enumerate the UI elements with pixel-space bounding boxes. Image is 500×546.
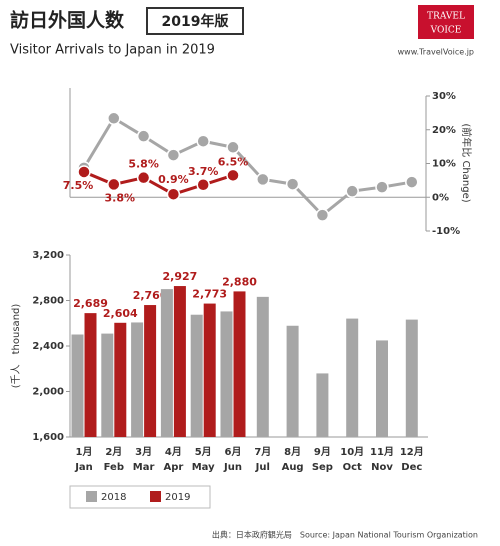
x-tick-label: 2月 [105, 446, 122, 458]
bar [286, 325, 299, 437]
legend-label: 2018 [101, 492, 126, 503]
bar [316, 373, 329, 437]
data-label: 7.5% [63, 179, 94, 192]
data-label: 5.8% [128, 158, 159, 171]
source: 出典：日本政府観光局 Source: Japan National Touris… [212, 530, 478, 540]
logo [418, 5, 474, 39]
point [256, 172, 270, 187]
x-tick-label: May [192, 462, 215, 473]
x-tick-label: Nov [371, 462, 393, 473]
x-tick-label: 7月 [254, 446, 271, 458]
point [166, 187, 181, 201]
badge: 2019年版 [162, 13, 229, 30]
legend-box [69, 485, 211, 509]
data-label: 2,880 [222, 275, 257, 288]
legend-swatch [86, 491, 97, 502]
point [375, 180, 389, 194]
bar [233, 291, 246, 437]
x-tick-label: Oct [343, 462, 362, 473]
y-tick-label: 10% [432, 159, 456, 170]
url: www.TravelVoice.jp [398, 48, 474, 57]
logo-text: TRAVEL [427, 12, 465, 22]
bar [101, 333, 114, 437]
bar [173, 286, 186, 437]
x-tick-label: 8月 [284, 446, 301, 458]
y-tick-label: 3,200 [32, 250, 64, 261]
point [196, 134, 210, 148]
data-label: 0.9% [158, 173, 189, 186]
bar [144, 305, 157, 437]
point [405, 175, 419, 189]
point [226, 140, 240, 155]
x-tick-label: 12月 [400, 446, 424, 458]
data-label: 2,760 [133, 289, 168, 302]
bar [220, 311, 233, 437]
point [107, 111, 121, 126]
x-tick-label: 6月 [225, 446, 242, 458]
data-label: 2,604 [103, 307, 138, 320]
bar [114, 322, 127, 437]
bar [131, 322, 144, 437]
title: 訪日外国人数 [10, 9, 125, 32]
legend-label: 2019 [165, 492, 190, 503]
point [345, 184, 359, 198]
x-tick-label: Feb [104, 462, 124, 473]
data-label: 3.7% [188, 165, 219, 178]
x-tick-label: Jul [255, 462, 270, 473]
y-axis-label: (千人 thousand) [10, 304, 22, 389]
x-tick-label: Dec [401, 462, 422, 473]
data-label: 2,689 [73, 297, 108, 310]
x-tick-label: Apr [163, 462, 183, 473]
bar [71, 334, 84, 437]
y-tick-label: 30% [432, 91, 456, 102]
data-label: 2,773 [192, 288, 227, 301]
data-label: 2,927 [163, 270, 198, 283]
x-tick-label: 5月 [195, 446, 212, 458]
bar [376, 340, 388, 437]
bar [190, 314, 203, 437]
x-tick-label: 3月 [135, 446, 152, 458]
subtitle: Visitor Arrivals to Japan in 2019 [10, 43, 215, 58]
point [107, 177, 121, 192]
y-tick-label: 0% [432, 192, 449, 203]
y-tick-label: -10% [432, 226, 460, 237]
y-tick-label: 2,400 [32, 341, 64, 352]
bar [203, 303, 216, 437]
point [77, 165, 91, 179]
bar [346, 318, 359, 437]
bar [405, 319, 418, 437]
data-label: 3.8% [105, 191, 136, 204]
bar [160, 289, 173, 437]
x-tick-label: 10月 [340, 446, 364, 458]
point [315, 208, 330, 222]
point [226, 168, 240, 183]
data-label: 6.5% [218, 155, 249, 168]
point [136, 170, 151, 185]
x-tick-label: Jun [223, 462, 242, 473]
y-tick-label: 2,800 [32, 296, 64, 307]
x-tick-label: 1月 [76, 446, 93, 458]
x-tick-label: 11月 [370, 446, 394, 458]
x-tick-label: Jan [74, 462, 93, 473]
x-tick-label: 9月 [314, 446, 331, 458]
point [196, 178, 210, 192]
point [285, 177, 300, 191]
y-tick-label: 2,000 [32, 387, 64, 398]
y-tick-label: 20% [432, 125, 456, 136]
logo-text: VOICE [430, 26, 462, 36]
point [166, 148, 181, 162]
bar [256, 296, 269, 437]
x-tick-label: 4月 [165, 446, 182, 458]
x-tick-label: Mar [133, 462, 155, 473]
y-axis-label: (前年比 Change) [460, 123, 473, 202]
legend-swatch [150, 491, 161, 502]
y-tick-label: 1,600 [32, 432, 64, 443]
bar [84, 313, 97, 437]
x-tick-label: Sep [312, 462, 333, 473]
point [136, 129, 151, 143]
badge-box [146, 7, 244, 35]
x-tick-label: Aug [282, 462, 304, 473]
